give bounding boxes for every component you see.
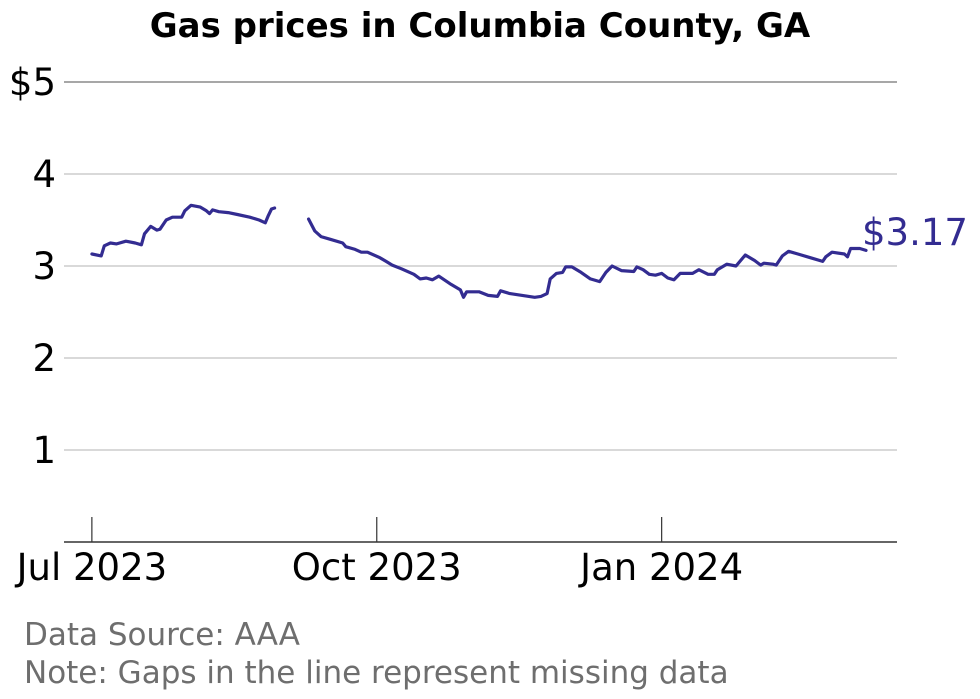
- missing-data-note: Note: Gaps in the line represent missing…: [24, 655, 729, 691]
- price-line-segment: [307, 217, 868, 299]
- price-line: [90, 203, 868, 299]
- x-tick-label: Jan 2024: [578, 546, 743, 589]
- gas-price-chart: Gas prices in Columbia County, GA 1 2 3 4 $5…: [9, 6, 968, 589]
- y-tick-label: $5: [9, 61, 56, 104]
- price-line-segment: [90, 203, 277, 258]
- y-tick-label: 1: [32, 429, 56, 472]
- chart-title: Gas prices in Columbia County, GA: [150, 6, 811, 46]
- x-axis: [64, 517, 897, 543]
- y-tick-label: 2: [32, 337, 56, 380]
- gridlines: [64, 81, 897, 451]
- y-tick-label: 3: [32, 245, 56, 288]
- y-tick-label: 4: [32, 153, 56, 196]
- y-axis-labels: 1 2 3 4 $5: [9, 61, 56, 472]
- x-axis-labels: Jul 2023 Oct 2023 Jan 2024: [15, 546, 744, 589]
- data-source-note: Data Source: AAA: [24, 617, 300, 653]
- x-tick-label: Oct 2023: [292, 546, 462, 589]
- x-tick-label: Jul 2023: [15, 546, 168, 589]
- latest-price-label: $3.17: [862, 211, 968, 254]
